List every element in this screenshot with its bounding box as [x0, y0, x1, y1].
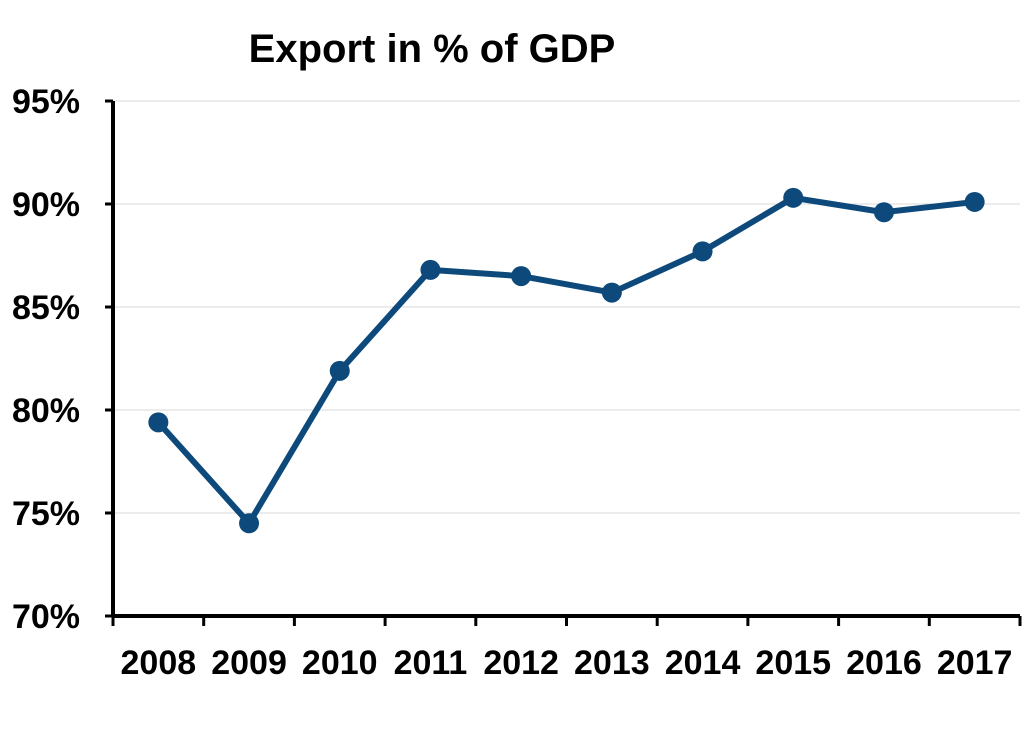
y-tick-label: 90% [12, 186, 80, 224]
data-point [601, 282, 622, 303]
x-tick-label: 2015 [755, 644, 831, 682]
data-point [239, 513, 260, 534]
x-tick-label: 2011 [394, 644, 468, 682]
data-point [783, 187, 804, 208]
gridlines [113, 100, 1020, 514]
x-tick-label: 2013 [574, 644, 650, 682]
y-tick-label: 75% [12, 495, 80, 533]
x-tick-label: 2016 [846, 644, 922, 682]
y-tick-label: 80% [12, 392, 80, 430]
data-point [964, 191, 985, 212]
x-tick-label: 2014 [665, 644, 741, 682]
data-point [873, 202, 894, 223]
x-tick-label: 2009 [211, 644, 287, 682]
x-axis-ticks: 2008 2009 2010 2011 2012 2013 2014 2015 2016 2017 [111, 616, 1022, 682]
chart-title: Export in % of GDP [249, 27, 616, 71]
data-point [692, 241, 713, 262]
y-tick-label: 70% [12, 598, 80, 636]
data-line [156, 194, 975, 527]
data-point [511, 266, 532, 287]
series-line [148, 187, 985, 534]
x-tick-label: 2008 [121, 644, 197, 682]
data-point [148, 412, 169, 433]
y-axis-ticks: 70% 75% 80% 85% 90% 95% [12, 83, 113, 636]
x-tick-label: 2017 [937, 644, 1013, 682]
data-point [420, 259, 441, 280]
x-tick-label: 2010 [302, 644, 378, 682]
y-tick-label: 95% [12, 83, 80, 121]
data-point [329, 360, 350, 381]
y-tick-label: 85% [12, 289, 80, 327]
axes [111, 101, 1020, 618]
x-tick-label: 2012 [483, 644, 559, 682]
